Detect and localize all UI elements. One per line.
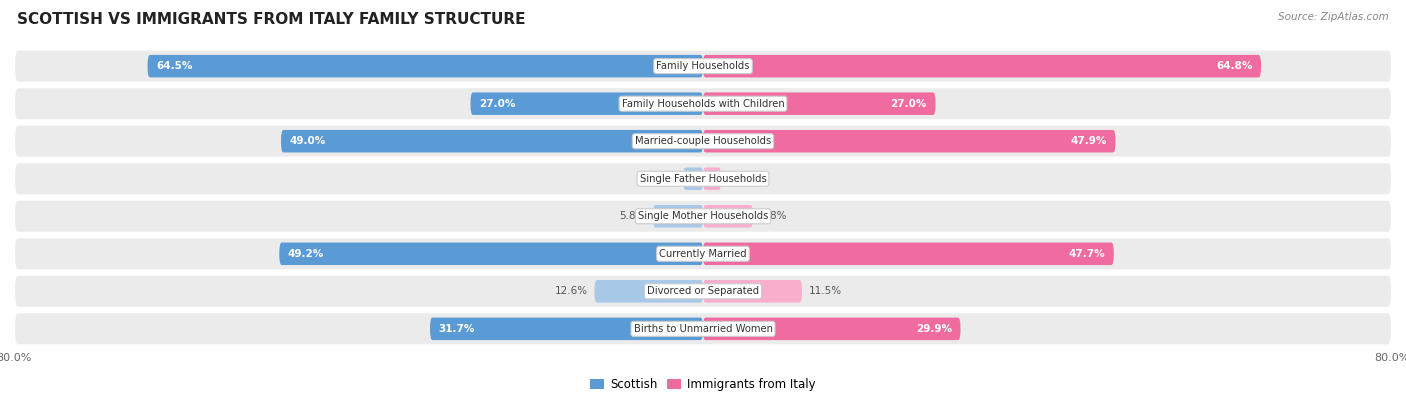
FancyBboxPatch shape (430, 318, 703, 340)
Text: 64.5%: 64.5% (156, 61, 193, 71)
Text: 2.1%: 2.1% (728, 174, 755, 184)
FancyBboxPatch shape (14, 237, 1392, 270)
Text: 27.0%: 27.0% (890, 99, 927, 109)
Text: 5.8%: 5.8% (620, 211, 647, 221)
Text: 49.0%: 49.0% (290, 136, 326, 146)
Text: 64.8%: 64.8% (1216, 61, 1253, 71)
Text: 5.8%: 5.8% (759, 211, 786, 221)
Text: 11.5%: 11.5% (808, 286, 842, 296)
FancyBboxPatch shape (14, 50, 1392, 83)
FancyBboxPatch shape (148, 55, 703, 77)
Text: Family Households: Family Households (657, 61, 749, 71)
Text: Single Father Households: Single Father Households (640, 174, 766, 184)
Text: 31.7%: 31.7% (439, 324, 475, 334)
Text: 2.3%: 2.3% (650, 174, 676, 184)
FancyBboxPatch shape (703, 318, 960, 340)
Text: 47.7%: 47.7% (1069, 249, 1105, 259)
FancyBboxPatch shape (471, 92, 703, 115)
FancyBboxPatch shape (703, 130, 1115, 152)
FancyBboxPatch shape (703, 55, 1261, 77)
FancyBboxPatch shape (280, 243, 703, 265)
Text: 49.2%: 49.2% (288, 249, 325, 259)
FancyBboxPatch shape (14, 87, 1392, 120)
Text: Family Households with Children: Family Households with Children (621, 99, 785, 109)
FancyBboxPatch shape (14, 275, 1392, 308)
FancyBboxPatch shape (14, 200, 1392, 233)
FancyBboxPatch shape (703, 167, 721, 190)
FancyBboxPatch shape (652, 205, 703, 228)
Legend: Scottish, Immigrants from Italy: Scottish, Immigrants from Italy (585, 373, 821, 395)
Text: Single Mother Households: Single Mother Households (638, 211, 768, 221)
FancyBboxPatch shape (703, 243, 1114, 265)
FancyBboxPatch shape (281, 130, 703, 152)
Text: SCOTTISH VS IMMIGRANTS FROM ITALY FAMILY STRUCTURE: SCOTTISH VS IMMIGRANTS FROM ITALY FAMILY… (17, 12, 526, 27)
FancyBboxPatch shape (14, 125, 1392, 158)
Text: 47.9%: 47.9% (1070, 136, 1107, 146)
FancyBboxPatch shape (595, 280, 703, 303)
Text: Married-couple Households: Married-couple Households (636, 136, 770, 146)
FancyBboxPatch shape (703, 92, 935, 115)
FancyBboxPatch shape (14, 162, 1392, 195)
FancyBboxPatch shape (683, 167, 703, 190)
Text: Divorced or Separated: Divorced or Separated (647, 286, 759, 296)
Text: 27.0%: 27.0% (479, 99, 516, 109)
Text: 12.6%: 12.6% (554, 286, 588, 296)
Text: Currently Married: Currently Married (659, 249, 747, 259)
FancyBboxPatch shape (14, 312, 1392, 345)
FancyBboxPatch shape (703, 280, 801, 303)
Text: Births to Unmarried Women: Births to Unmarried Women (634, 324, 772, 334)
Text: 29.9%: 29.9% (915, 324, 952, 334)
Text: Source: ZipAtlas.com: Source: ZipAtlas.com (1278, 12, 1389, 22)
FancyBboxPatch shape (703, 205, 754, 228)
